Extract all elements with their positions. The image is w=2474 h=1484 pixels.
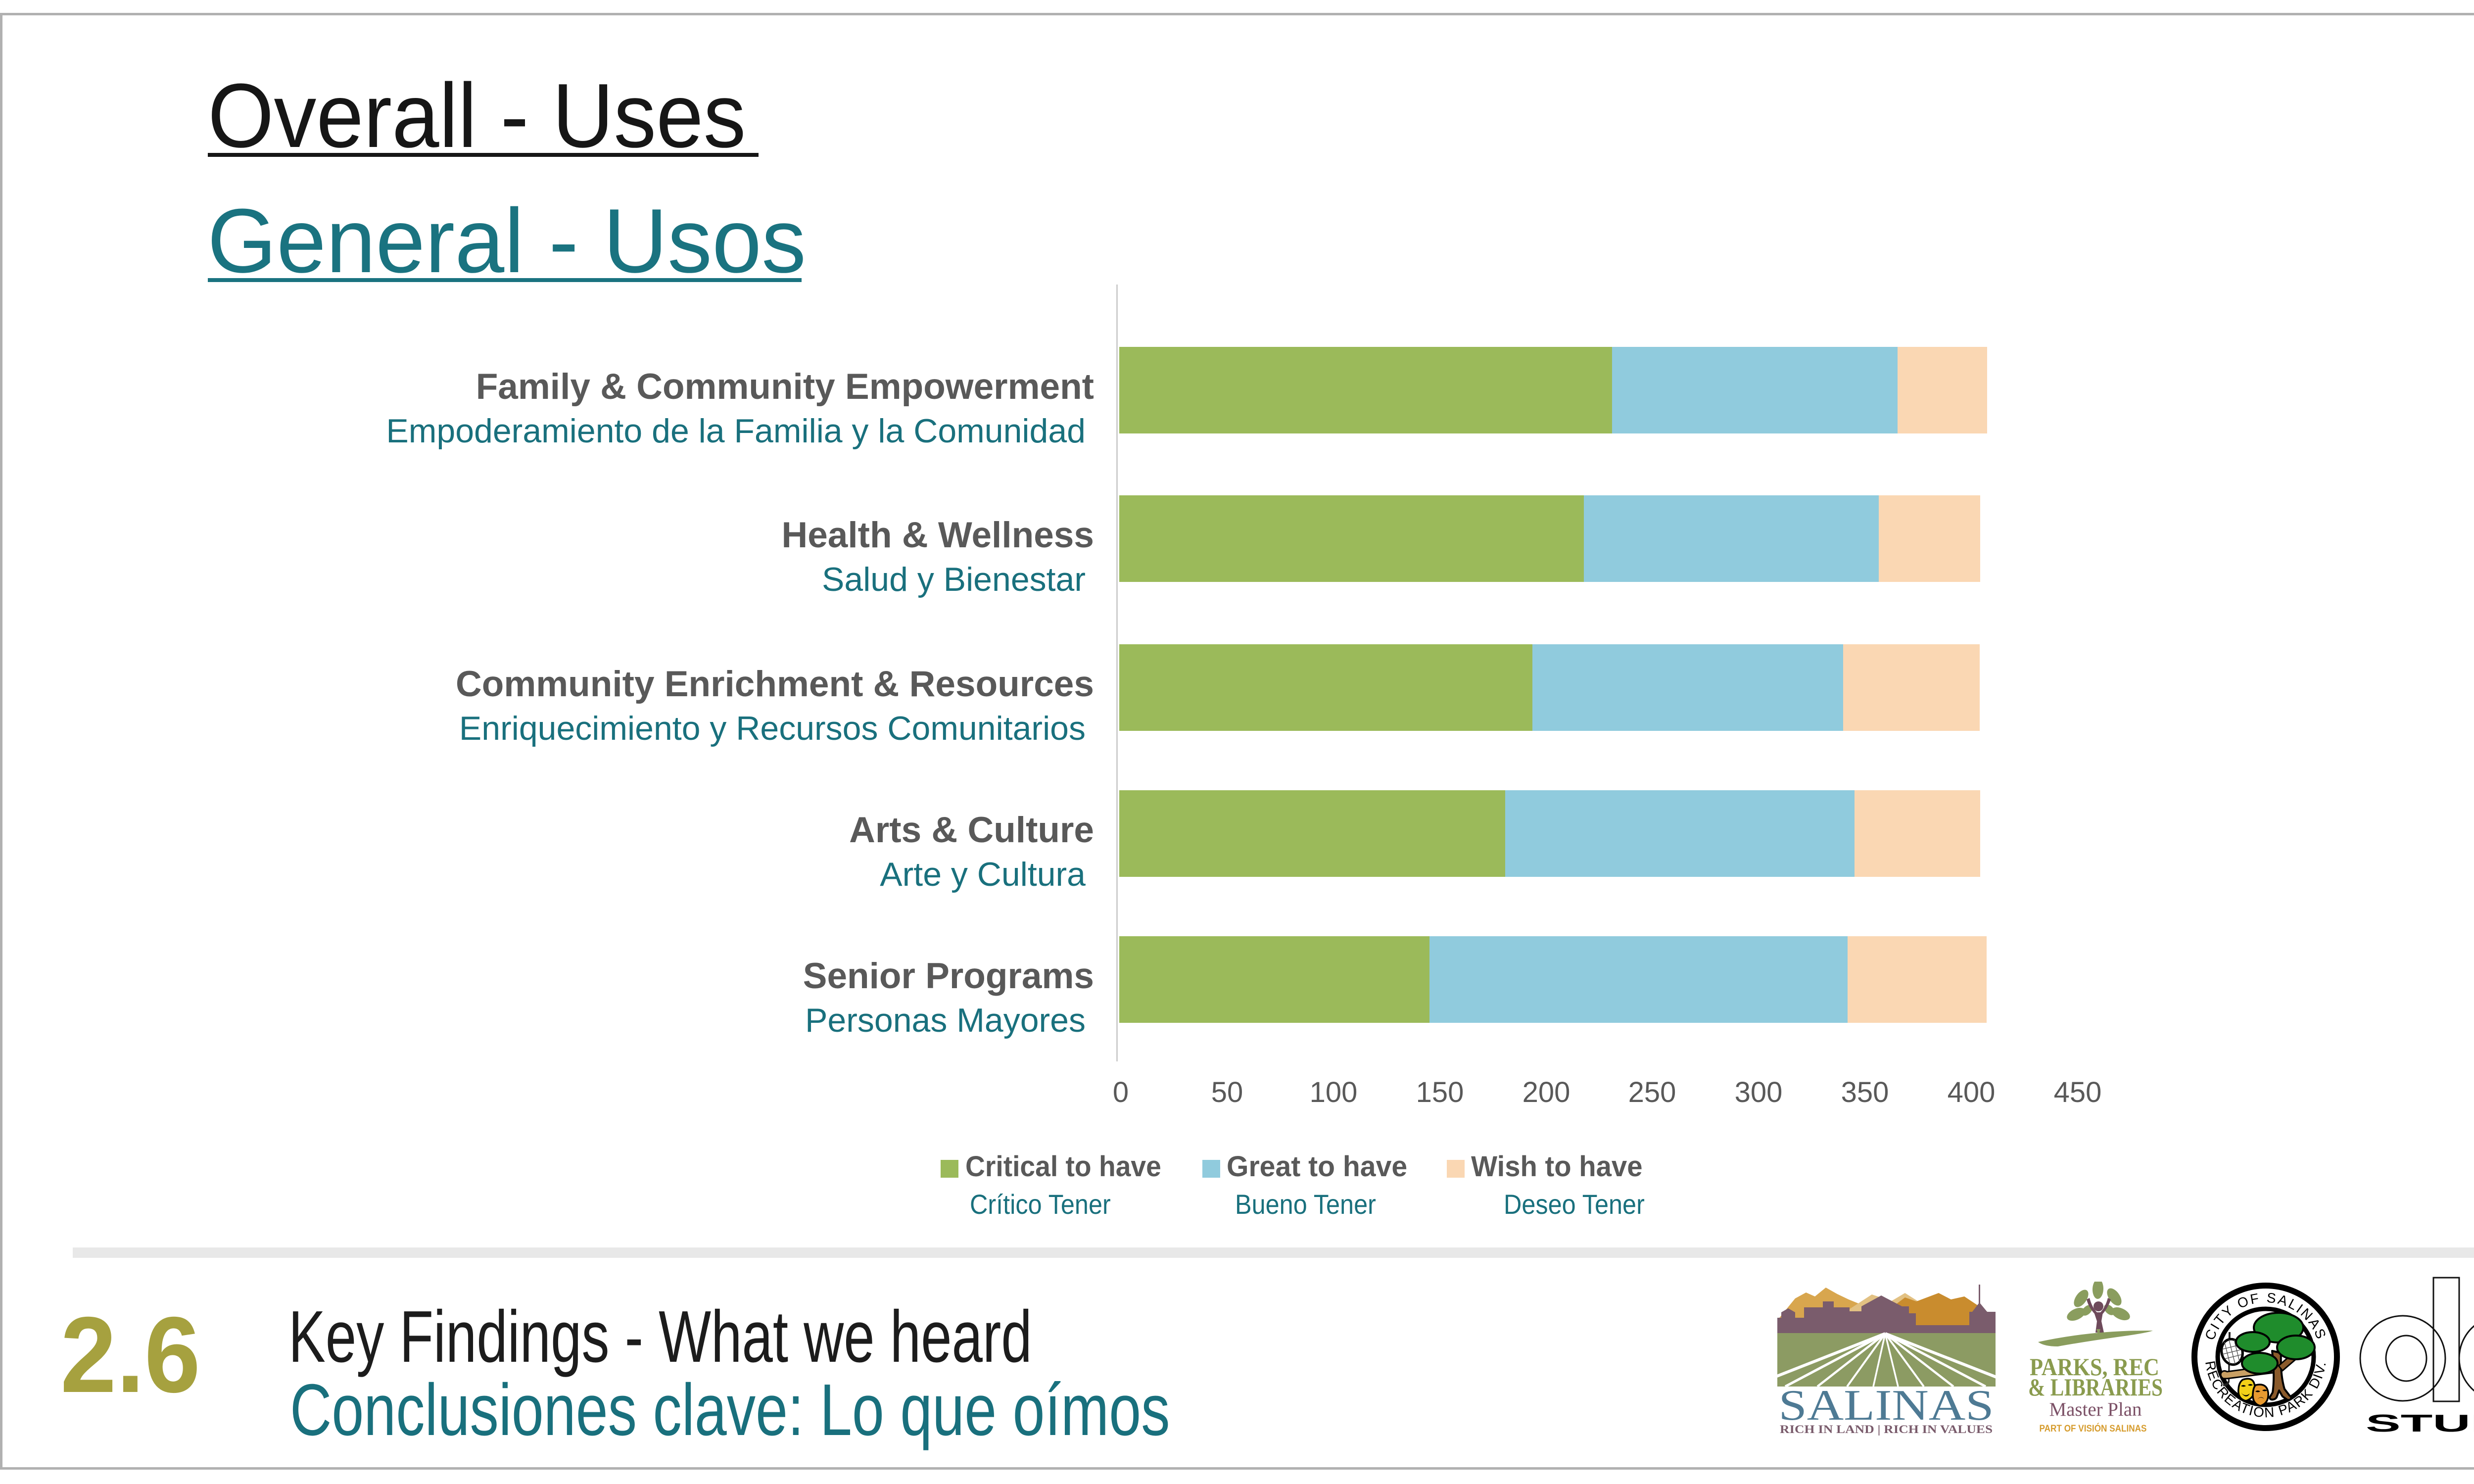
svg-text:RICH IN LAND | RICH IN VALUES: RICH IN LAND | RICH IN VALUES [1780,1423,1993,1436]
svg-text:Master Plan: Master Plan [2049,1399,2142,1420]
svg-text:STUDIOS: STUDIOS [2366,1410,2474,1437]
svg-text:PART OF VISIÓN SALINAS: PART OF VISIÓN SALINAS [2040,1423,2147,1434]
svg-text:SALINAS: SALINAS [1779,1382,1994,1430]
svg-text:PARKS, REC: PARKS, REC [2030,1353,2159,1381]
svg-text:& LIBRARIES: & LIBRARIES [2028,1373,2163,1401]
